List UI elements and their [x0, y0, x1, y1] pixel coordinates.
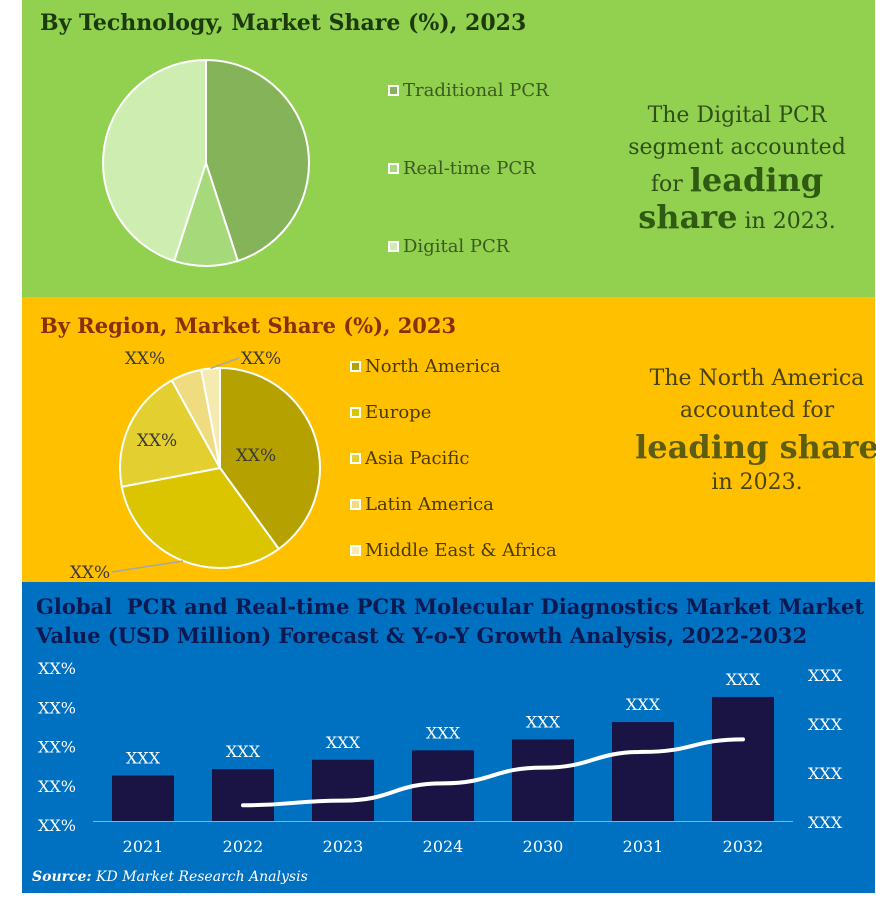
forecast-title: Global PCR and Real-time PCR Molecular D…	[36, 592, 864, 650]
legend-item-real-time-pcr: Real-time PCR	[388, 158, 536, 179]
legend-label: North America	[365, 356, 501, 377]
technology-panel: By Technology, Market Share (%), 2023 Tr…	[22, 0, 875, 297]
legend-item-middle-east-africa: Middle East & Africa	[350, 540, 557, 561]
legend-label: Europe	[365, 402, 432, 423]
legend-swatch	[350, 407, 361, 418]
legend-label: Middle East & Africa	[365, 540, 557, 561]
legend-swatch	[388, 163, 399, 174]
callout-emphasis: leading	[689, 161, 824, 199]
callout-emphasis: leading share	[635, 428, 876, 466]
region-panel: By Region, Market Share (%), 2023 The No…	[22, 297, 876, 582]
source-label: Source:	[32, 869, 92, 885]
technology-callout: The Digital PCR segment accounted for le…	[617, 100, 857, 238]
legend-item-traditional-pcr: Traditional PCR	[388, 80, 549, 101]
callout-line: in 2023.	[711, 470, 803, 495]
legend-label: Latin America	[365, 494, 494, 515]
source-note: Source: KD Market Research Analysis	[32, 869, 308, 885]
legend-swatch	[350, 361, 361, 372]
legend-swatch	[350, 545, 361, 556]
legend-item-latin-america: Latin America	[350, 494, 494, 515]
legend-label: Traditional PCR	[403, 80, 549, 101]
callout-text: for	[650, 172, 690, 197]
callout-text: in 2023.	[737, 209, 836, 234]
callout-line: accounted for	[679, 398, 835, 423]
legend-label: Real-time PCR	[403, 158, 536, 179]
region-callout: The North America accounted for leading …	[622, 363, 876, 499]
forecast-title-line2: Value (USD Million) Forecast & Y-o-Y Gro…	[36, 623, 808, 648]
legend-swatch	[388, 241, 399, 252]
legend-swatch	[388, 85, 399, 96]
callout-line: segment accounted	[628, 135, 846, 160]
callout-emphasis: share	[638, 198, 738, 236]
legend-item-europe: Europe	[350, 402, 431, 423]
legend-item-north-america: North America	[350, 356, 501, 377]
source-text: KD Market Research Analysis	[91, 869, 308, 885]
callout-line: The North America	[649, 366, 865, 391]
technology-title: By Technology, Market Share (%), 2023	[40, 10, 527, 36]
region-title: By Region, Market Share (%), 2023	[40, 313, 457, 338]
forecast-panel: Global PCR and Real-time PCR Molecular D…	[22, 582, 875, 893]
legend-label: Asia Pacific	[365, 448, 470, 469]
legend-item-asia-pacific: Asia Pacific	[350, 448, 469, 469]
callout-line: The Digital PCR	[647, 103, 827, 128]
legend-swatch	[350, 453, 361, 464]
legend-swatch	[350, 499, 361, 510]
forecast-title-line1: Global PCR and Real-time PCR Molecular D…	[36, 594, 865, 619]
legend-label: Digital PCR	[403, 236, 510, 257]
legend-item-digital-pcr: Digital PCR	[388, 236, 509, 257]
